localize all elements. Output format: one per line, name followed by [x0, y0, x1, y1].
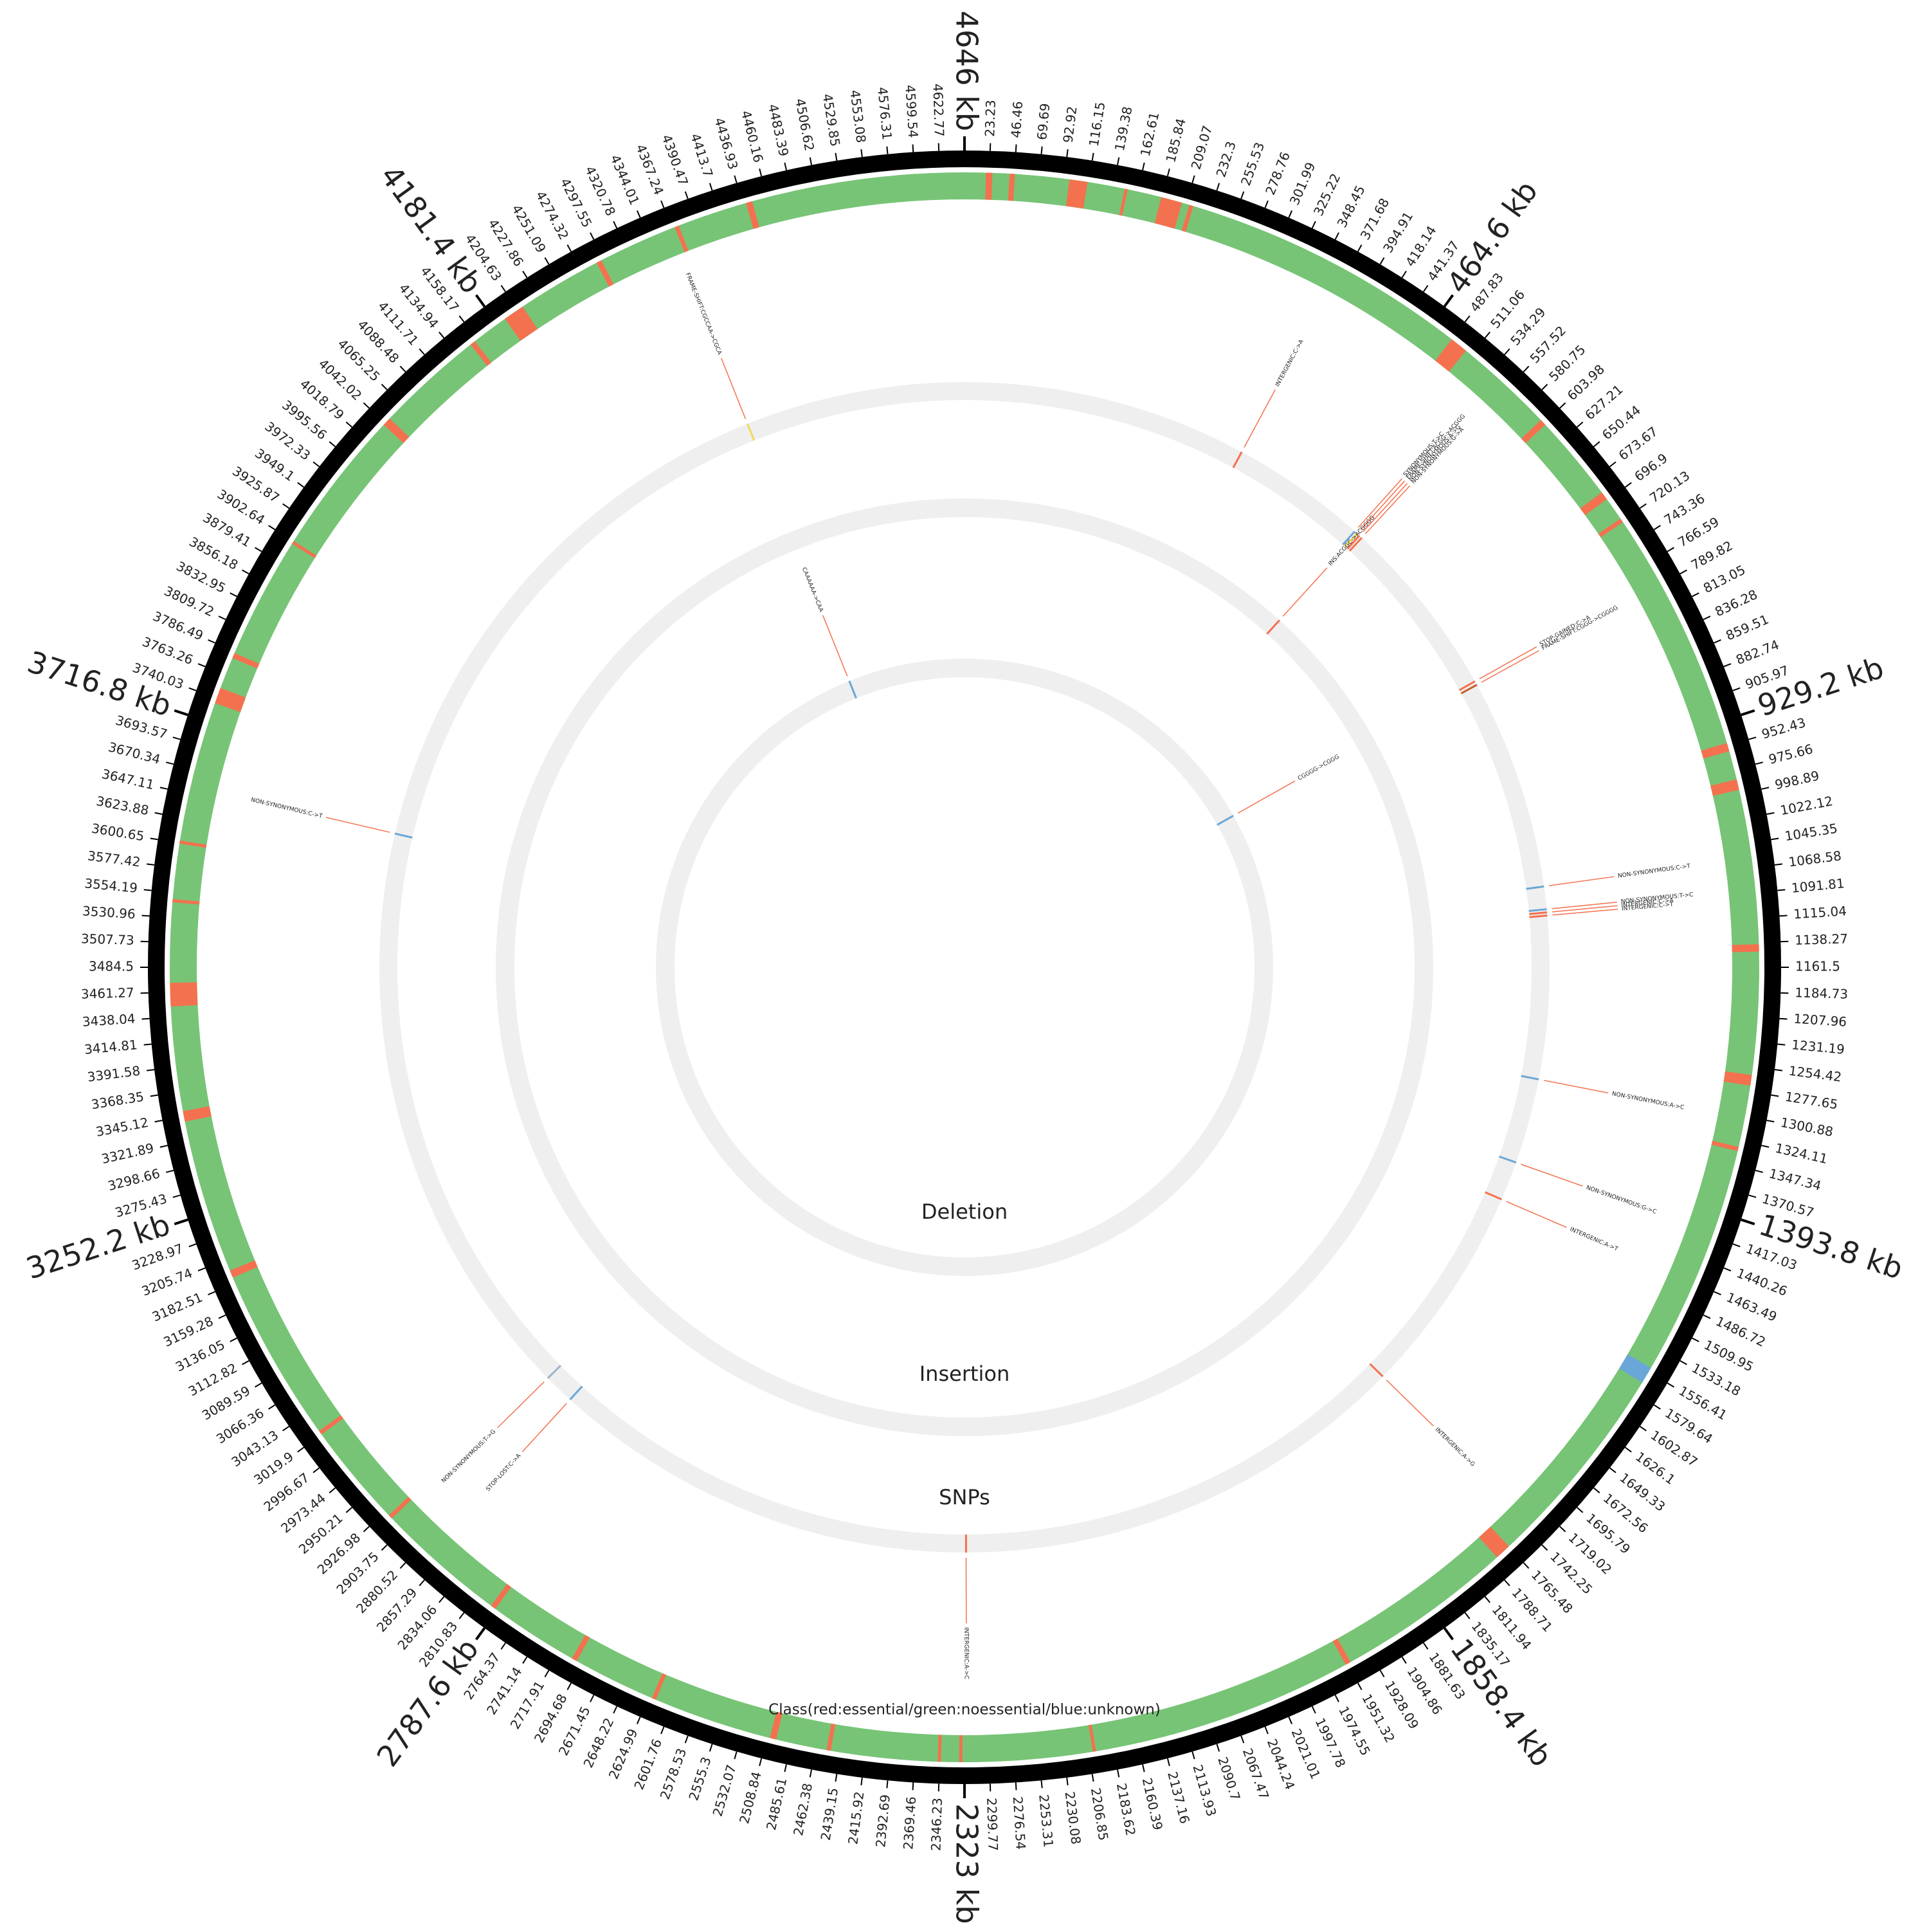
tick-mark [144, 889, 152, 890]
tick-mark [1016, 1782, 1017, 1790]
gene-region [985, 172, 992, 199]
gene-region [170, 982, 197, 1007]
track-label: SNPs [939, 1485, 990, 1509]
track-label: Insertion [919, 1362, 1010, 1386]
track-label: Deletion [921, 1199, 1008, 1224]
tick-mark [913, 145, 914, 152]
tick-mark [1777, 889, 1785, 890]
major-tick-label: 2323 kb [950, 1803, 984, 1924]
tick-label: 2346.23 [928, 1798, 945, 1851]
gene-region [959, 1735, 963, 1762]
tick-label: 3484.5 [89, 959, 134, 974]
tick-mark [144, 1044, 152, 1045]
tick-mark [913, 1782, 914, 1790]
tick-label: 3461.27 [81, 985, 134, 1002]
tick-label: 3507.73 [81, 931, 134, 948]
tick-label: 4622.77 [930, 84, 947, 137]
tick-mark [1777, 1044, 1785, 1045]
gene-track-label: Class(red:essential/green:noessential/bl… [768, 1702, 1161, 1718]
tick-label: 1138.27 [1795, 931, 1848, 948]
gene-region [1732, 944, 1759, 952]
tick-label: 46.46 [1008, 101, 1026, 139]
tick-label: 1184.73 [1795, 985, 1848, 1002]
tick-label: 2299.77 [984, 1798, 1001, 1851]
tick-label: 1161.5 [1795, 959, 1840, 974]
variant-label: INTERGENIC:A->C [963, 1627, 969, 1679]
major-tick-label: 4646 kb [950, 10, 984, 131]
tick-mark [1016, 145, 1017, 152]
